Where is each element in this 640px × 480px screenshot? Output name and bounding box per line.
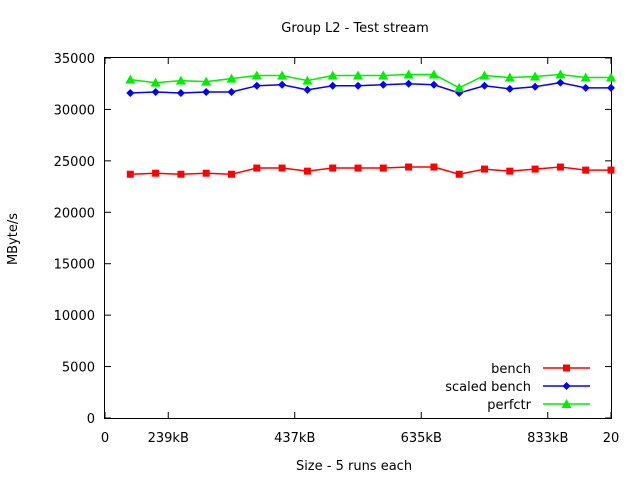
legend-label: perfctr [487, 398, 531, 413]
data-point-perfctr [454, 82, 465, 92]
legend-label: bench [491, 362, 531, 377]
series-scaled-bench [126, 78, 615, 97]
data-point-perfctr [353, 70, 363, 80]
x-tick-label: 833kB [527, 431, 568, 446]
y-tick-label: 25000 [54, 155, 95, 170]
data-point-bench [430, 163, 438, 171]
y-axis-label: MByte/s [6, 213, 21, 265]
data-point-scaled-bench [607, 83, 615, 92]
series-line-perfctr [130, 73, 611, 89]
y-tick-label: 10000 [54, 309, 95, 324]
data-point-scaled-bench [480, 81, 489, 90]
data-point-perfctr [555, 69, 566, 79]
legend-swatch-marker [563, 364, 570, 372]
data-point-scaled-bench [151, 87, 160, 96]
series-line-scaled-bench [130, 81, 611, 94]
data-point-perfctr [606, 72, 616, 82]
legend-swatch-marker [561, 399, 572, 408]
data-point-bench [202, 169, 210, 177]
y-tick-label: 15000 [54, 258, 95, 273]
legend-item: scaled bench [445, 380, 590, 395]
legend-item: bench [491, 362, 590, 377]
data-point-perfctr [226, 73, 237, 83]
data-point-scaled-bench [556, 78, 565, 87]
data-point-scaled-bench [505, 84, 514, 93]
data-point-perfctr [327, 70, 338, 80]
data-point-bench [556, 163, 564, 171]
data-point-bench [253, 164, 261, 172]
data-point-perfctr [125, 74, 136, 84]
data-point-bench [228, 170, 235, 178]
data-point-bench [455, 170, 463, 178]
data-point-scaled-bench [354, 81, 362, 90]
axis-ticks: 0 5000 10000 15000 20000 25000 30000 35000 0 239k… [54, 52, 620, 446]
data-point-scaled-bench [227, 87, 236, 96]
x-tick-label: 20 [603, 431, 620, 446]
y-tick-label: 20000 [54, 206, 95, 221]
x-axis-label: Size - 5 runs each [296, 459, 412, 474]
data-point-perfctr [201, 76, 212, 86]
plot-frame [104, 57, 612, 419]
data-point-perfctr [277, 70, 288, 80]
data-point-bench [379, 164, 387, 172]
data-point-perfctr [580, 72, 591, 82]
data-point-scaled-bench [379, 80, 388, 89]
data-point-perfctr [175, 75, 186, 85]
legend-swatch-marker [562, 382, 571, 390]
series-layer [125, 69, 616, 178]
y-tick-label: 35000 [54, 52, 95, 67]
data-point-perfctr [302, 75, 313, 85]
data-point-bench [303, 167, 311, 175]
series-line-bench [130, 166, 611, 175]
x-tick-label: 635kB [401, 431, 442, 446]
data-point-perfctr [251, 70, 262, 80]
data-point-scaled-bench [328, 81, 337, 90]
y-tick-label: 5000 [62, 361, 95, 376]
data-point-bench [354, 164, 362, 172]
data-point-perfctr [150, 77, 161, 87]
data-point-bench [582, 166, 590, 174]
legend-item: perfctr [487, 398, 590, 413]
x-tick-label: 437kB [274, 431, 315, 446]
data-point-bench [607, 166, 615, 174]
series-bench [126, 163, 615, 178]
x-tick-label: 0 [101, 431, 109, 446]
data-point-scaled-bench [581, 83, 590, 92]
y-tick-label: 0 [87, 412, 95, 427]
data-point-bench [481, 165, 488, 173]
data-point-scaled-bench [429, 80, 438, 89]
data-point-perfctr [479, 70, 490, 80]
data-point-bench [531, 165, 539, 173]
data-point-bench [126, 170, 134, 178]
data-point-scaled-bench [531, 82, 540, 91]
data-point-bench [278, 164, 286, 172]
data-point-bench [506, 167, 514, 175]
data-point-scaled-bench [303, 85, 312, 94]
x-tick-label: 239kB [148, 431, 189, 446]
data-point-bench [329, 164, 337, 172]
data-point-bench [177, 170, 185, 178]
chart-title: Group L2 - Test stream [281, 21, 428, 36]
legend-label: scaled bench [445, 380, 531, 395]
data-point-bench [405, 163, 413, 171]
data-point-perfctr [428, 69, 439, 79]
data-point-scaled-bench [252, 81, 261, 90]
series-perfctr [125, 69, 616, 92]
data-point-scaled-bench [404, 79, 413, 88]
data-point-perfctr [378, 70, 389, 80]
data-point-scaled-bench [278, 80, 287, 89]
y-tick-label: 30000 [54, 103, 95, 118]
data-point-bench [152, 169, 160, 177]
data-point-scaled-bench [176, 88, 185, 97]
data-point-scaled-bench [202, 87, 211, 96]
data-point-scaled-bench [126, 88, 135, 97]
data-point-perfctr [403, 69, 414, 79]
data-point-perfctr [530, 71, 541, 81]
data-point-perfctr [504, 72, 515, 82]
legend: bench scaled bench perfctr [445, 362, 590, 413]
